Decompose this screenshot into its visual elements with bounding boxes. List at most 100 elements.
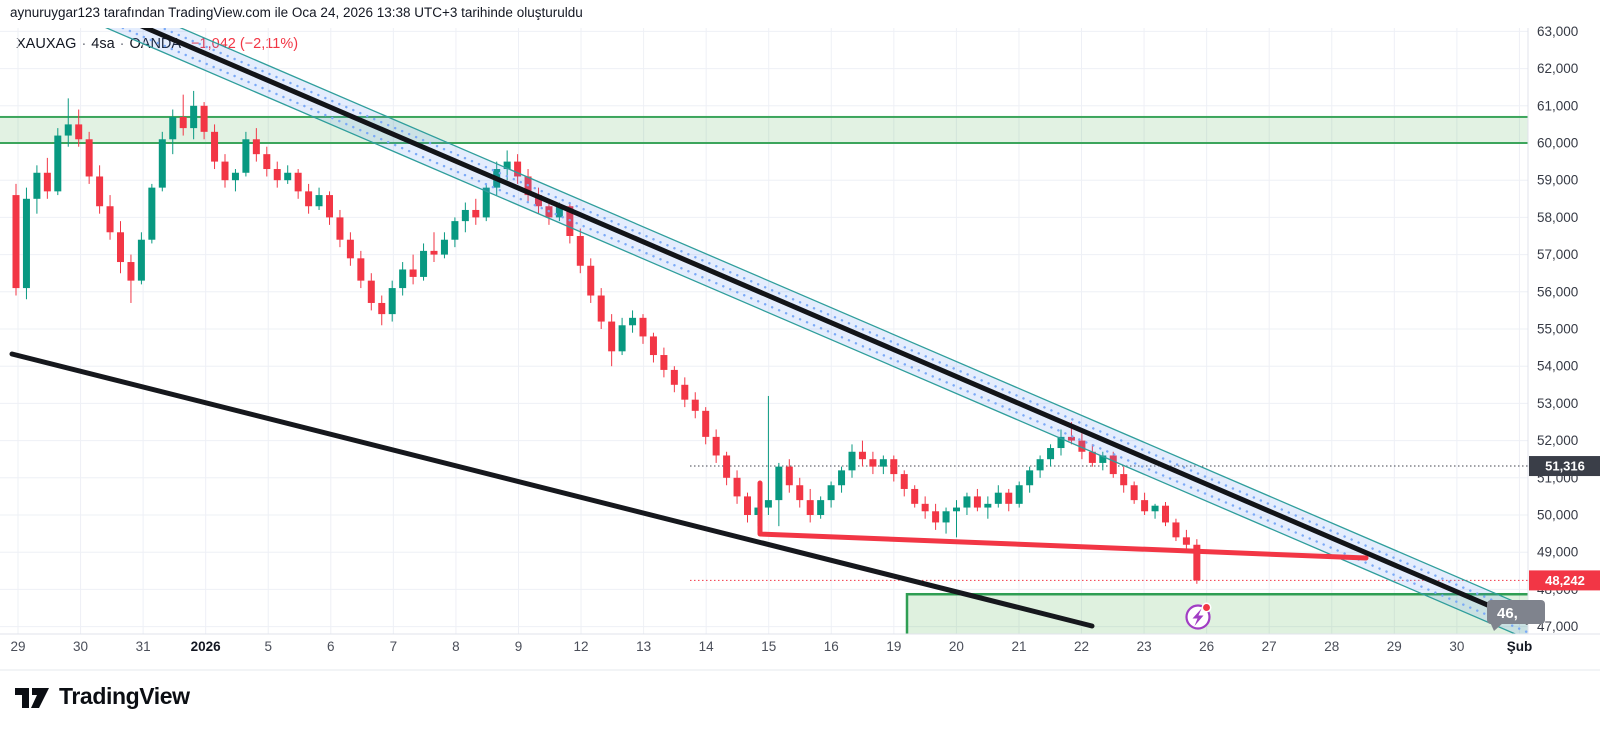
chart-pane[interactable] (0, 0, 1600, 679)
callout-text: 46, (1497, 605, 1518, 622)
candle-body (629, 317, 637, 326)
candle-body (158, 139, 166, 188)
candle-body (409, 269, 417, 277)
candle-body (305, 191, 313, 207)
reference-price-label: 51,316 (1529, 456, 1600, 477)
x-axis-label: 20 (949, 639, 964, 654)
candle-body (1026, 470, 1034, 486)
channel-fill (106, 28, 1528, 634)
tradingview-brand-text: TradingView (59, 683, 190, 709)
time-axis[interactable]: 29 30 31 2026 5 6 7 8 9 12 13 14 15 16 19 20 21 22 23 26 27 2… (10, 639, 1532, 654)
reference-price-label-bg (1529, 456, 1600, 477)
candle-body (649, 336, 657, 356)
y-axis-label: 49,000 (1537, 545, 1578, 560)
candle-body (440, 239, 448, 255)
candle-body (106, 206, 114, 233)
candle-body (33, 172, 41, 199)
candle-body (900, 474, 908, 489)
time-axis-bg (0, 634, 1600, 658)
callout-bg (1487, 600, 1545, 624)
candle-body (294, 172, 302, 192)
candle-body (169, 116, 177, 140)
candle-body (252, 139, 260, 155)
candle-body (420, 250, 428, 277)
x-axis-label: 31 (136, 639, 151, 654)
candle-body (608, 321, 616, 352)
candle-body (1088, 451, 1096, 463)
x-axis-label: 8 (452, 639, 460, 654)
candle-body (127, 262, 135, 281)
x-axis-label: 22 (1074, 639, 1089, 654)
candle-body (838, 470, 846, 486)
legend-separator: · (81, 36, 87, 52)
x-axis-label: 30 (73, 639, 88, 654)
candle-body (357, 258, 365, 281)
candle-body (848, 451, 856, 471)
y-axis-label: 61,000 (1537, 98, 1578, 113)
candle-body (681, 384, 689, 400)
y-axis-label: 60,000 (1537, 136, 1578, 151)
x-axis-label: 7 (390, 639, 398, 654)
support-trendline (757, 480, 1369, 561)
y-axis-label: 55,000 (1537, 322, 1578, 337)
candle-body (1109, 455, 1117, 475)
candle-body (43, 172, 51, 192)
candle-body (670, 369, 678, 385)
candle-body (723, 455, 731, 478)
candle-body (221, 161, 229, 181)
candle-body (587, 265, 595, 296)
last-price-label-bg (1529, 570, 1600, 591)
demand-zone (905, 592, 1528, 634)
candle-body (942, 511, 950, 523)
candle-body (827, 485, 835, 501)
last-price-label-text: 48,242 (1545, 573, 1585, 588)
candle-body (273, 169, 281, 181)
candle-body (263, 154, 271, 170)
candle-body (994, 492, 1002, 504)
tradingview-logo[interactable]: TradingView (14, 683, 190, 710)
x-axis-label: 16 (824, 639, 839, 654)
candle-body (367, 280, 375, 303)
candle-body (785, 466, 793, 486)
candle-body (242, 139, 250, 173)
candle-body (148, 187, 156, 240)
notification-dot-icon (1201, 602, 1212, 613)
x-axis-label: 27 (1262, 639, 1277, 654)
symbol-interval: 4sa (91, 36, 115, 52)
channel-edge (105, 28, 1517, 634)
candle-body (1141, 500, 1149, 512)
price-axis[interactable]: 63,000 62,000 61,000 60,000 59,000 58,000 57,0… (1537, 24, 1578, 634)
attribution-text: aynuruygar123 tarafından TradingView.com… (10, 5, 583, 20)
candle-body (1182, 537, 1190, 545)
candle-body (1036, 459, 1044, 471)
symbol-name: XAUXAG (16, 36, 77, 52)
candle-body (973, 496, 981, 508)
callout-tail (1490, 622, 1503, 631)
x-axis-label: 13 (636, 639, 651, 654)
tradingview-logo-icon (15, 687, 49, 708)
y-axis-label: 59,000 (1537, 173, 1578, 188)
reaction-icon[interactable] (1185, 602, 1212, 630)
candle-body (953, 507, 960, 512)
candle-body (284, 172, 292, 181)
channel-median-line (139, 28, 1528, 626)
x-axis-label: 9 (515, 639, 523, 654)
candle-body (1005, 492, 1013, 504)
lower-trendline (9, 351, 1095, 629)
candle-body (315, 195, 323, 207)
y-axis-label: 62,000 (1537, 61, 1578, 76)
candle-body (200, 105, 208, 132)
x-axis-label: 23 (1137, 639, 1152, 654)
price-callout: 46, (1487, 600, 1545, 631)
candle-body (190, 105, 198, 129)
candle-body (576, 236, 584, 266)
candle-body (1078, 440, 1086, 452)
candle-body (12, 195, 20, 289)
y-axis-label: 52,000 (1537, 433, 1578, 448)
x-axis-label: 26 (1199, 639, 1214, 654)
candle-body (1047, 448, 1055, 460)
candle-body (921, 503, 929, 512)
candle-body (503, 161, 511, 170)
